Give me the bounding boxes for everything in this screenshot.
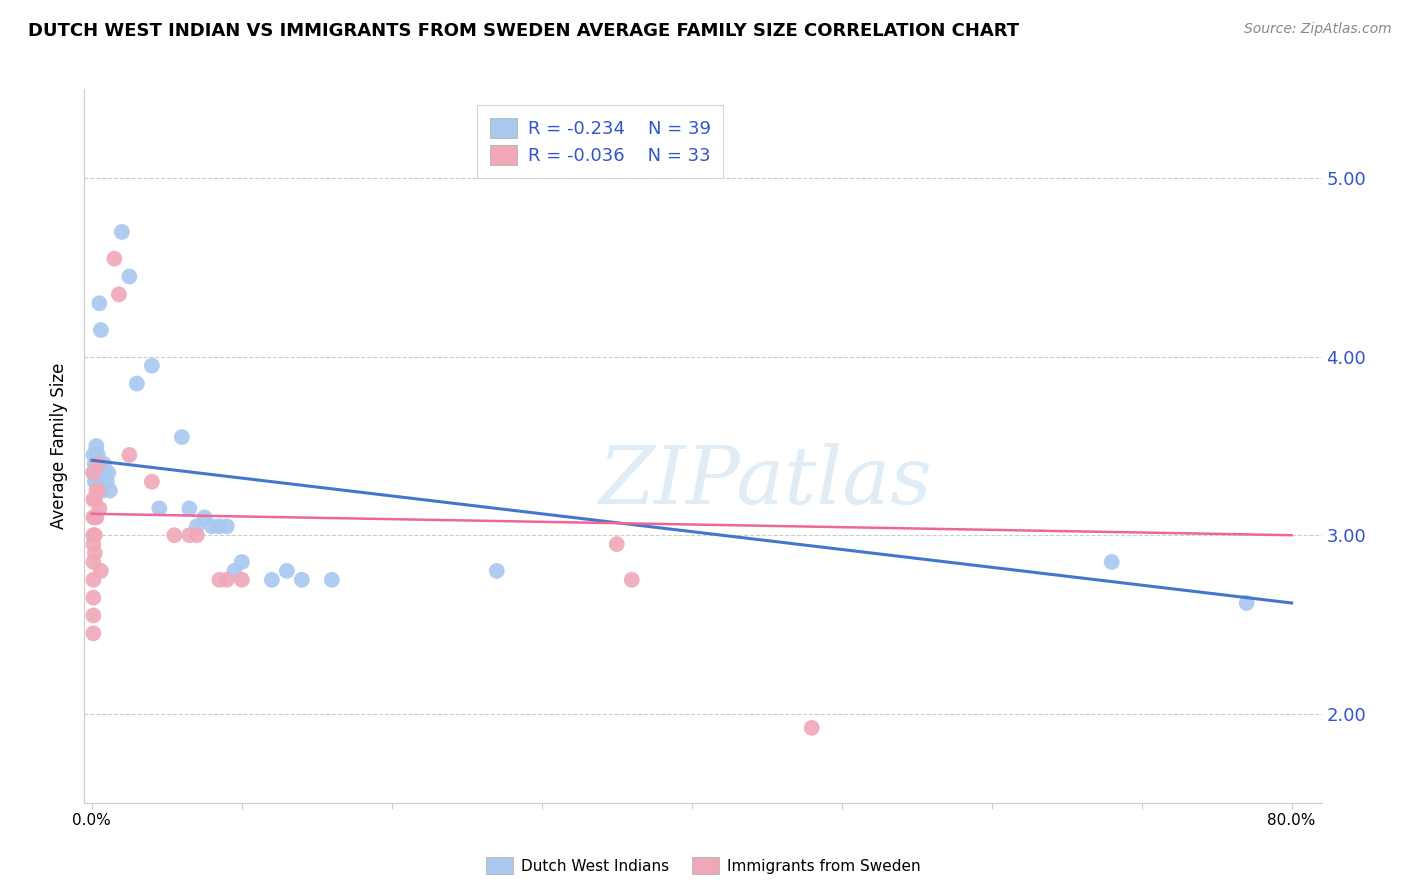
- Point: [98, 483, 121, 498]
- Point: [87, 466, 110, 480]
- Point: [86, 439, 108, 453]
- Point: [800, 721, 823, 735]
- Point: [83, 492, 105, 507]
- Point: [90, 323, 112, 337]
- Point: [83, 546, 105, 560]
- Point: [87, 457, 110, 471]
- Point: [82, 466, 104, 480]
- Point: [97, 466, 120, 480]
- Point: [82, 510, 104, 524]
- Text: Source: ZipAtlas.com: Source: ZipAtlas.com: [1244, 22, 1392, 37]
- Point: [215, 573, 238, 587]
- Point: [89, 466, 111, 480]
- Point: [170, 430, 193, 444]
- Legend: R = -0.234    N = 39, R = -0.036    N = 33: R = -0.234 N = 39, R = -0.036 N = 33: [477, 105, 723, 178]
- Point: [186, 519, 208, 533]
- Point: [186, 528, 208, 542]
- Point: [82, 591, 104, 605]
- Point: [125, 376, 148, 391]
- Point: [82, 626, 104, 640]
- Point: [485, 564, 508, 578]
- Point: [91, 483, 114, 498]
- Point: [89, 296, 111, 310]
- Point: [231, 573, 253, 587]
- Point: [163, 528, 186, 542]
- Point: [83, 510, 105, 524]
- Point: [276, 564, 298, 578]
- Point: [86, 483, 108, 498]
- Point: [201, 519, 224, 533]
- Point: [93, 457, 115, 471]
- Point: [179, 528, 201, 542]
- Point: [86, 510, 108, 524]
- Point: [208, 519, 231, 533]
- Point: [141, 475, 163, 489]
- Point: [82, 492, 104, 507]
- Point: [179, 501, 201, 516]
- Point: [103, 252, 125, 266]
- Point: [86, 475, 108, 489]
- Point: [82, 466, 104, 480]
- Point: [118, 269, 141, 284]
- Point: [83, 457, 105, 471]
- Point: [148, 501, 170, 516]
- Point: [108, 287, 131, 301]
- Text: DUTCH WEST INDIAN VS IMMIGRANTS FROM SWEDEN AVERAGE FAMILY SIZE CORRELATION CHAR: DUTCH WEST INDIAN VS IMMIGRANTS FROM SWE…: [28, 22, 1019, 40]
- Point: [224, 564, 246, 578]
- Point: [111, 225, 134, 239]
- Point: [91, 466, 114, 480]
- Point: [82, 555, 104, 569]
- Point: [83, 528, 105, 542]
- Point: [260, 573, 283, 587]
- Point: [89, 501, 111, 516]
- Point: [141, 359, 163, 373]
- Point: [291, 573, 314, 587]
- Text: ZIPatlas: ZIPatlas: [598, 443, 932, 520]
- Y-axis label: Average Family Size: Average Family Size: [51, 363, 69, 529]
- Point: [193, 510, 215, 524]
- Point: [82, 537, 104, 551]
- Point: [87, 448, 110, 462]
- Point: [83, 475, 105, 489]
- Point: [94, 466, 117, 480]
- Point: [87, 483, 110, 498]
- Point: [1236, 596, 1258, 610]
- Point: [82, 448, 104, 462]
- Point: [620, 573, 643, 587]
- Point: [96, 475, 118, 489]
- Point: [90, 564, 112, 578]
- Point: [1101, 555, 1123, 569]
- Point: [82, 608, 104, 623]
- Point: [118, 448, 141, 462]
- Legend: Dutch West Indians, Immigrants from Sweden: Dutch West Indians, Immigrants from Swed…: [479, 851, 927, 880]
- Point: [321, 573, 343, 587]
- Point: [82, 573, 104, 587]
- Point: [231, 555, 253, 569]
- Point: [606, 537, 628, 551]
- Point: [208, 573, 231, 587]
- Point: [215, 519, 238, 533]
- Point: [82, 528, 104, 542]
